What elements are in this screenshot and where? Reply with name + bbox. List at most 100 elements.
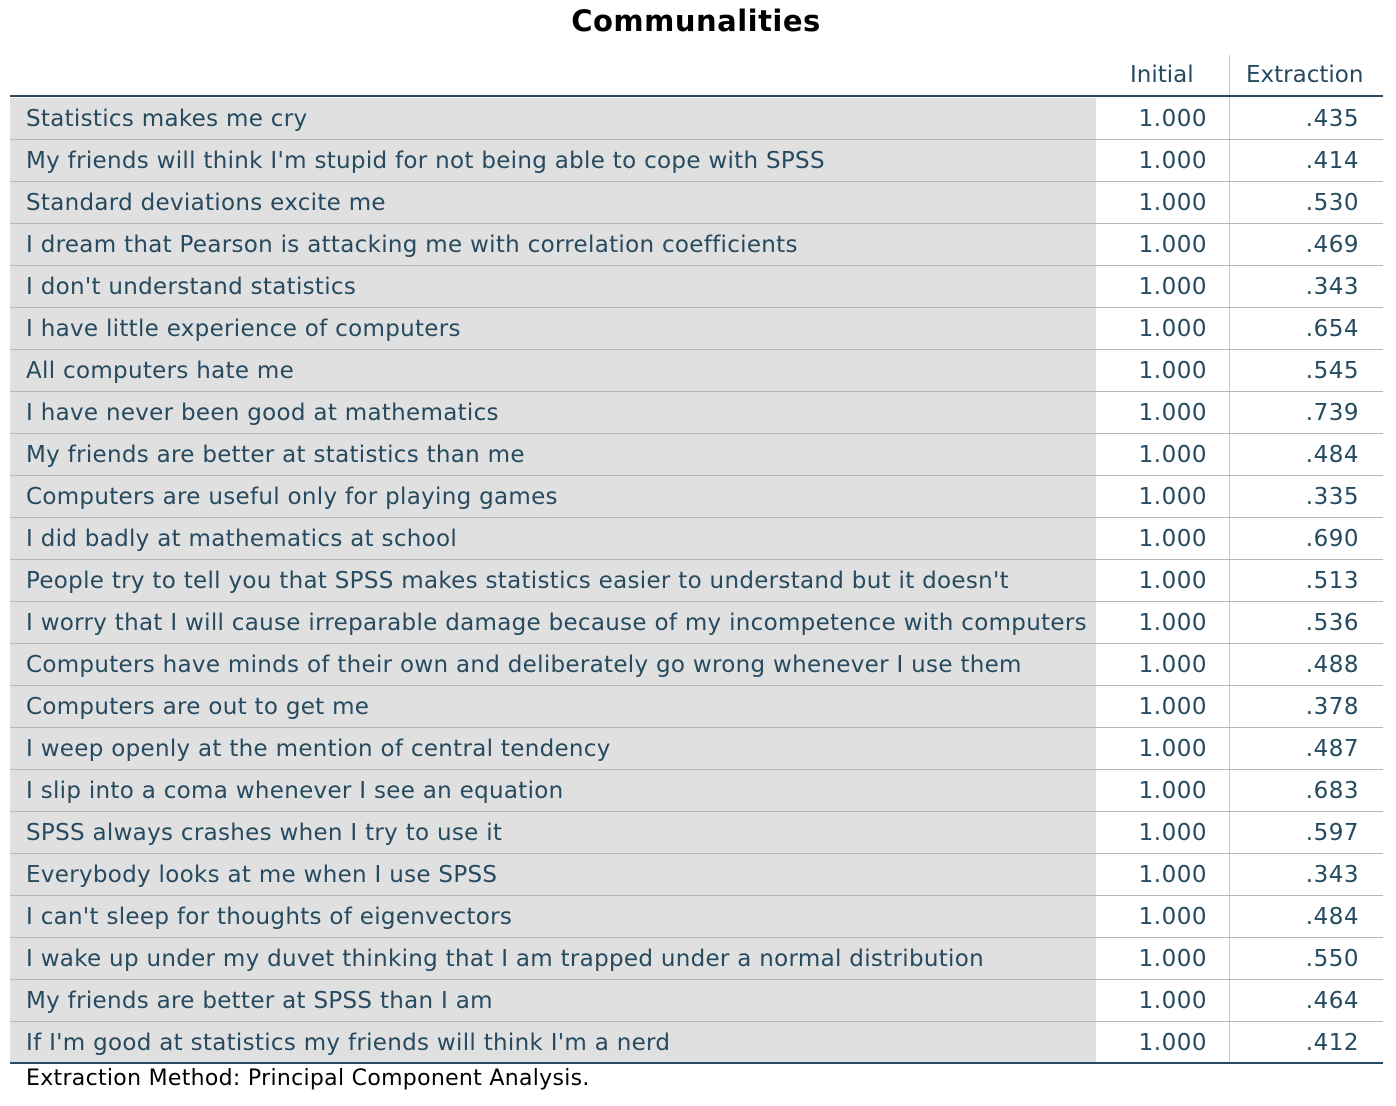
table-row: Computers are out to get me 1.000 .378 [10,686,1383,728]
row-label: I don't understand statistics [10,266,1096,307]
row-separator [10,517,1383,518]
row-label: People try to tell you that SPSS makes s… [10,560,1096,601]
extraction-cell: .536 [1305,610,1359,636]
extraction-cell: .739 [1305,400,1359,426]
row-label: I weep openly at the mention of central … [10,728,1096,769]
table-row: I have little experience of computers 1.0… [10,308,1383,350]
row-separator [10,139,1383,140]
row-label: My friends are better at SPSS than I am [10,980,1096,1021]
table-row: All computers hate me 1.000 .545 [10,350,1383,392]
row-label: I have little experience of computers [10,308,1096,349]
initial-cell: 1.000 [1138,526,1207,552]
row-separator [10,265,1383,266]
table-row: I did badly at mathematics at school 1.00… [10,518,1383,560]
table-row: I wake up under my duvet thinking that I… [10,938,1383,980]
initial-cell: 1.000 [1138,904,1207,930]
table-row: Everybody looks at me when I use SPSS 1.0… [10,854,1383,896]
extraction-cell: .597 [1305,820,1359,846]
extraction-cell: .335 [1305,484,1359,510]
row-separator [10,937,1383,938]
initial-cell: 1.000 [1138,442,1207,468]
row-separator [10,433,1383,434]
extraction-cell: .435 [1305,106,1359,132]
table-row: Standard deviations excite me 1.000 .530 [10,182,1383,224]
row-label: Computers are out to get me [10,686,1096,727]
row-label: Everybody looks at me when I use SPSS [10,854,1096,895]
row-separator [10,643,1383,644]
row-separator [10,685,1383,686]
row-separator [10,811,1383,812]
table-row: My friends will think I'm stupid for not… [10,140,1383,182]
initial-cell: 1.000 [1138,358,1207,384]
table-row: I don't understand statistics 1.000 .343 [10,266,1383,308]
row-label: Standard deviations excite me [10,182,1096,223]
row-separator [10,391,1383,392]
table-row: If I'm good at statistics my friends wil… [10,1022,1383,1064]
row-separator [10,853,1383,854]
row-separator [10,601,1383,602]
extraction-cell: .488 [1305,652,1359,678]
row-label: Computers have minds of their own and de… [10,644,1096,685]
row-label: Computers are useful only for playing ga… [10,476,1096,517]
row-separator [10,769,1383,770]
table-row: I worry that I will cause irreparable da… [10,602,1383,644]
extraction-cell: .690 [1305,526,1359,552]
extraction-cell: .343 [1305,274,1359,300]
row-label: My friends will think I'm stupid for not… [10,140,1096,181]
table-row: People try to tell you that SPSS makes s… [10,560,1383,602]
column-header: Extraction [1246,62,1364,88]
table-row: I weep openly at the mention of central … [10,728,1383,770]
row-label: Statistics makes me cry [10,98,1096,139]
table-row: Computers are useful only for playing ga… [10,476,1383,518]
row-separator [10,1021,1383,1022]
header-rule [10,95,1383,97]
row-label: I did badly at mathematics at school [10,518,1096,559]
table-title: Communalities [571,4,821,38]
row-label: I worry that I will cause irreparable da… [10,602,1096,643]
row-label: All computers hate me [10,350,1096,391]
extraction-cell: .487 [1305,736,1359,762]
extraction-cell: .469 [1305,232,1359,258]
table-row: I slip into a coma whenever I see an equ… [10,770,1383,812]
row-label: My friends are better at statistics than… [10,434,1096,475]
extraction-cell: .683 [1305,778,1359,804]
row-separator [10,181,1383,182]
initial-cell: 1.000 [1138,568,1207,594]
extraction-cell: .484 [1305,442,1359,468]
initial-cell: 1.000 [1138,946,1207,972]
table-row: Computers have minds of their own and de… [10,644,1383,686]
row-label: If I'm good at statistics my friends wil… [10,1022,1096,1063]
row-separator [10,559,1383,560]
initial-cell: 1.000 [1138,190,1207,216]
row-separator [10,475,1383,476]
initial-cell: 1.000 [1138,274,1207,300]
initial-cell: 1.000 [1138,988,1207,1014]
extraction-cell: .654 [1305,316,1359,342]
initial-cell: 1.000 [1138,400,1207,426]
table-row: My friends are better at SPSS than I am 1… [10,980,1383,1022]
extraction-cell: .378 [1305,694,1359,720]
row-separator [10,895,1383,896]
extraction-cell: .412 [1305,1030,1359,1056]
row-label: I dream that Pearson is attacking me wit… [10,224,1096,265]
initial-cell: 1.000 [1138,232,1207,258]
initial-cell: 1.000 [1138,862,1207,888]
extraction-cell: .464 [1305,988,1359,1014]
table-row: My friends are better at statistics than… [10,434,1383,476]
initial-cell: 1.000 [1138,316,1207,342]
table-row: I have never been good at mathematics 1.0… [10,392,1383,434]
column-header: Initial [1130,62,1194,88]
extraction-cell: .530 [1305,190,1359,216]
extraction-cell: .414 [1305,148,1359,174]
row-label: I have never been good at mathematics [10,392,1096,433]
table-row: SPSS always crashes when I try to use it… [10,812,1383,854]
extraction-cell: .545 [1305,358,1359,384]
bottom-rule [10,1062,1383,1064]
initial-cell: 1.000 [1138,1030,1207,1056]
initial-cell: 1.000 [1138,148,1207,174]
row-separator [10,349,1383,350]
initial-cell: 1.000 [1138,106,1207,132]
row-label: I wake up under my duvet thinking that I… [10,938,1096,979]
row-separator [10,979,1383,980]
